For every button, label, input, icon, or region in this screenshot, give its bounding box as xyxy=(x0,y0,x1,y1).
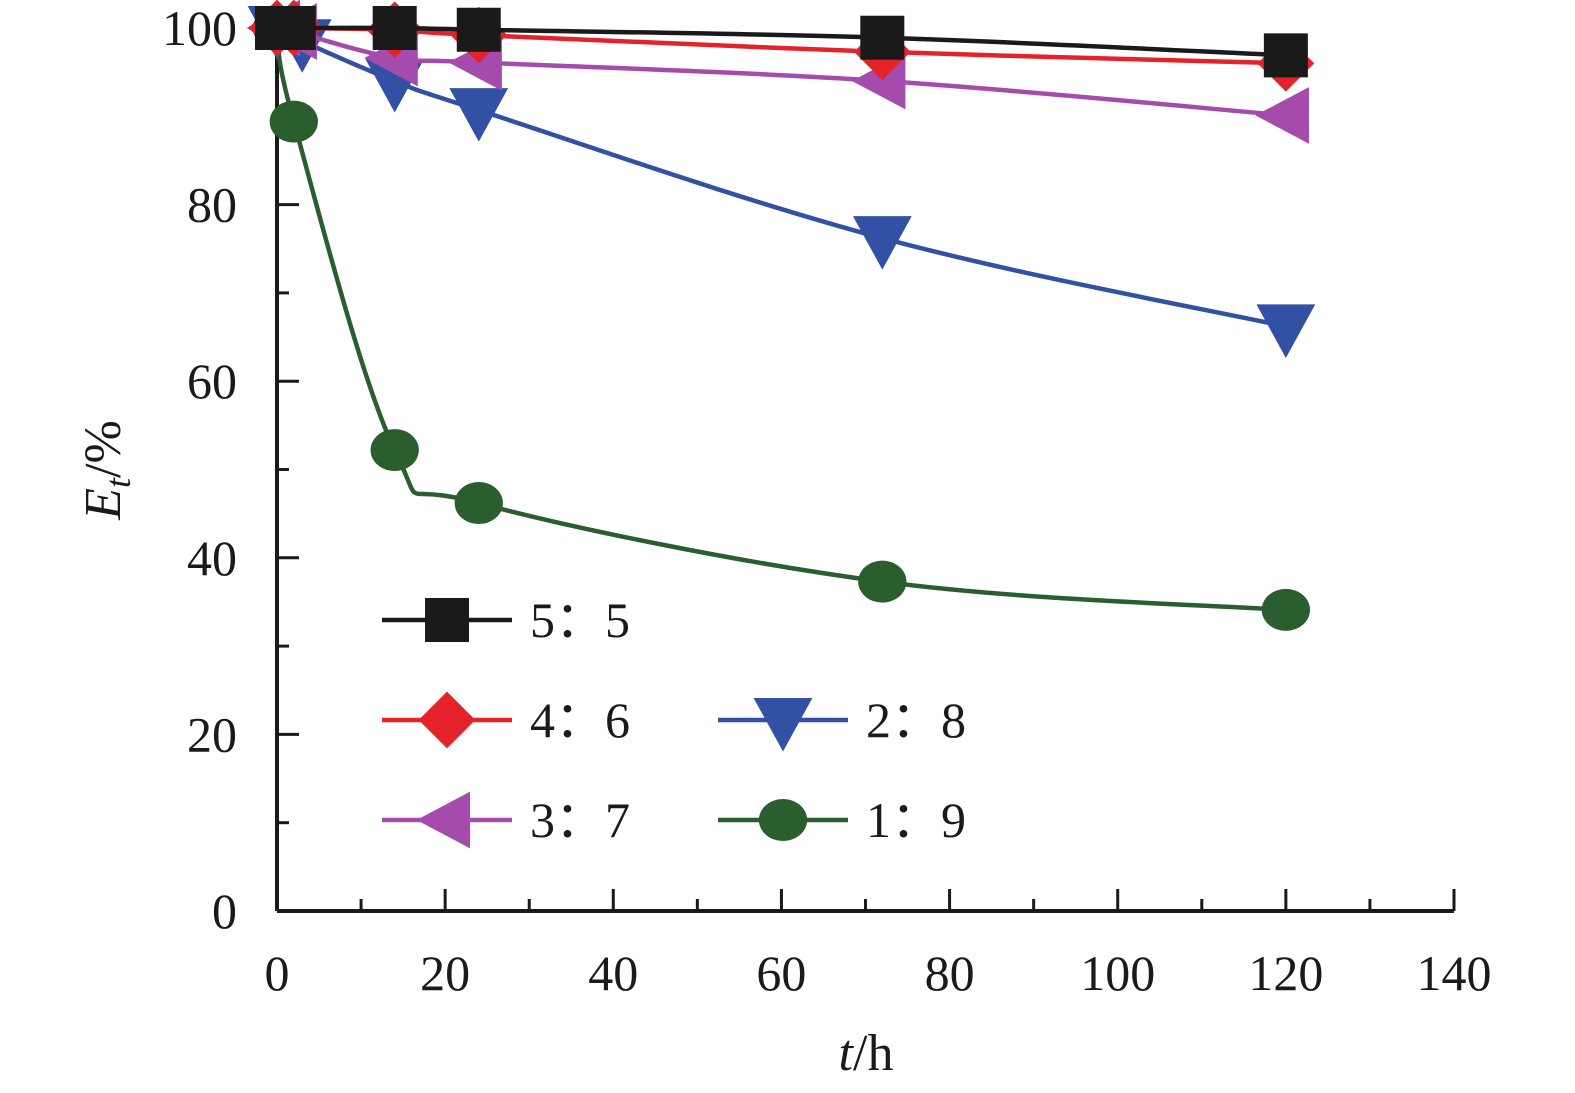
y-axis-title-var: E xyxy=(75,488,132,521)
series-layer xyxy=(246,0,1316,631)
data-point xyxy=(1261,588,1311,631)
data-point xyxy=(449,88,509,142)
y-tick-label: 40 xyxy=(187,530,237,586)
legend: 5：5 4：6 3：7 2：8 1：9 xyxy=(382,592,966,849)
legend-marker xyxy=(425,598,469,642)
legend-item: 5：5 xyxy=(382,592,630,648)
legend-item: 2：8 xyxy=(718,692,966,752)
y-tick-label: 0 xyxy=(212,883,237,939)
legend-marker xyxy=(758,799,808,841)
legend-item: 3：7 xyxy=(382,791,630,849)
data-point xyxy=(370,429,419,472)
series-line xyxy=(274,27,1287,613)
series-line xyxy=(277,25,1286,58)
x-ticks: 0 20 40 60 80 100 120 140 xyxy=(265,889,1492,1001)
x-tick-label: 120 xyxy=(1248,945,1323,1001)
y-tick-label: 20 xyxy=(187,706,237,762)
x-axis-title-var: t xyxy=(839,1025,855,1082)
legend-label: 4：6 xyxy=(530,692,630,748)
y-axis-title-sub: t xyxy=(98,477,138,488)
y-axis-title: Et/% xyxy=(75,420,138,521)
x-tick-label: 60 xyxy=(756,945,806,1001)
legend-label: 3：7 xyxy=(530,792,630,848)
data-point xyxy=(860,15,905,60)
x-tick-label: 0 xyxy=(265,945,290,1001)
x-tick-label: 100 xyxy=(1080,945,1155,1001)
series-line xyxy=(275,26,1287,329)
data-point xyxy=(1255,87,1309,144)
legend-marker xyxy=(418,691,476,749)
data-point xyxy=(456,7,501,52)
data-point xyxy=(271,6,316,50)
legend-label: 2：8 xyxy=(866,692,966,748)
axes xyxy=(275,28,1454,913)
legend-marker xyxy=(416,791,471,849)
data-point xyxy=(1256,304,1316,358)
x-tick-label: 20 xyxy=(420,945,470,1001)
legend-label: 5：5 xyxy=(530,592,630,648)
data-point xyxy=(454,482,503,525)
y-tick-label: 100 xyxy=(162,0,237,56)
y-tick-label: 60 xyxy=(187,353,237,409)
data-point xyxy=(372,6,417,50)
legend-marker xyxy=(753,697,813,752)
x-axis-title-unit: /h xyxy=(853,1025,893,1082)
y-ticks: 0 20 40 60 80 100 xyxy=(162,0,299,939)
legend-label: 1：9 xyxy=(866,792,966,848)
data-point xyxy=(852,216,912,270)
legend-item: 4：6 xyxy=(382,691,630,749)
data-point xyxy=(269,100,318,143)
series-line xyxy=(276,25,1287,118)
x-tick-label: 140 xyxy=(1417,945,1492,1001)
x-tick-label: 40 xyxy=(588,945,638,1001)
x-axis-title: t/h xyxy=(839,1025,894,1082)
data-point xyxy=(1263,33,1308,78)
series-0 xyxy=(255,6,1308,78)
legend-item: 1：9 xyxy=(718,792,966,848)
y-axis-title-unit: /% xyxy=(75,420,132,478)
series-4 xyxy=(252,7,1311,631)
data-point xyxy=(858,560,907,603)
x-tick-label: 80 xyxy=(925,945,975,1001)
y-tick-label: 80 xyxy=(187,177,237,233)
